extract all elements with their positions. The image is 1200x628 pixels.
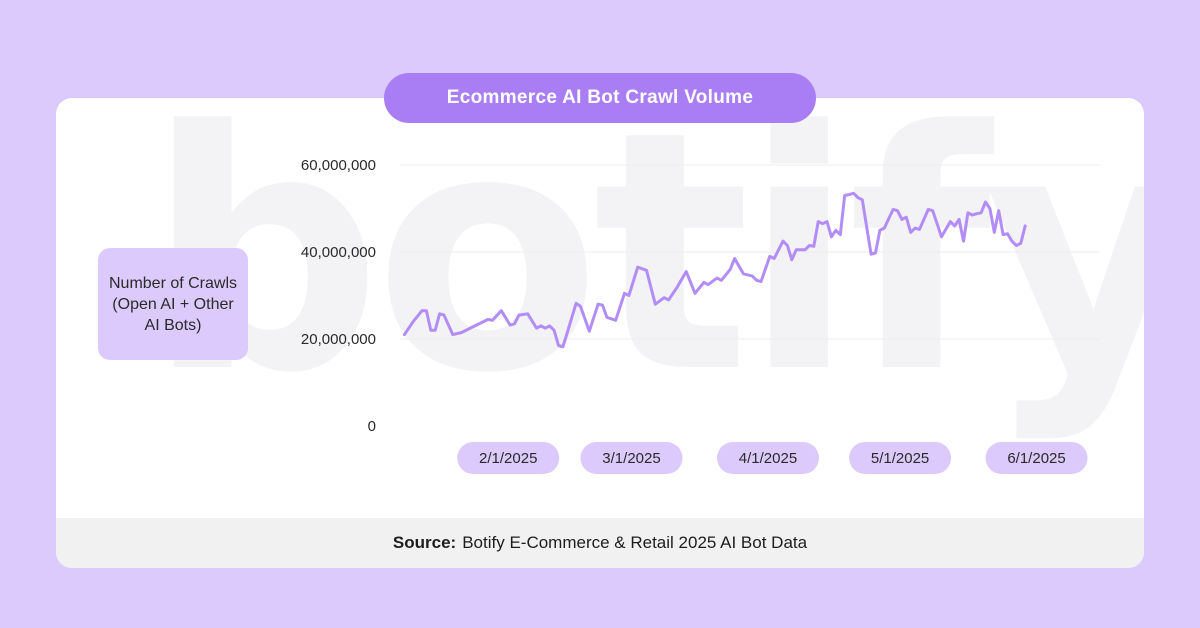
y-tick-label: 60,000,000 (301, 157, 376, 174)
x-tick-pill (716, 442, 819, 474)
source-footer: Source: Botify E-Commerce & Retail 2025 … (56, 518, 1144, 568)
series-line (402, 191, 1027, 349)
x-tick-label: 4/1/2025 (739, 450, 797, 467)
x-tick-pill (457, 442, 560, 474)
y-tick-label: 0 (368, 418, 376, 435)
source-label: Source: (392, 533, 457, 552)
x-tick-pill (849, 442, 952, 474)
x-tick-label: 5/1/2025 (871, 450, 929, 467)
x-tick-label: 3/1/2025 (602, 450, 660, 467)
x-tick-pill (580, 442, 683, 474)
y-tick-label: 40,000,000 (301, 244, 376, 261)
y-tick-label: 20,000,000 (301, 331, 376, 348)
source-text: Botify E-Commerce & Retail 2025 AI Bot D… (462, 533, 808, 552)
chart-card: botify Source: Botify E-Commerce & Retai… (56, 98, 1144, 568)
watermark-logo: botify (146, 98, 1144, 445)
chart-title: Ecommerce AI Bot Crawl Volume (384, 73, 816, 123)
x-tick-label: 2/1/2025 (479, 450, 537, 467)
x-tick-label: 6/1/2025 (1007, 450, 1065, 467)
x-tick-pill (985, 442, 1088, 474)
y-axis-label: Number of Crawls (Open AI + Other AI Bot… (98, 248, 248, 360)
